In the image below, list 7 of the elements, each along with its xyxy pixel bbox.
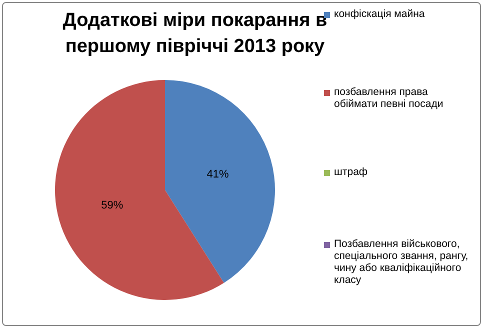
legend-label: конфіскація майна	[334, 8, 425, 20]
data-label: 59%	[101, 199, 124, 212]
text: Додаткові міри покарання в першому півріччі 2013 року	[62, 10, 328, 57]
legend-label: штраф	[334, 166, 368, 178]
legend-label: позбавлення права обіймати певні посади	[334, 86, 444, 110]
data-label: 41%	[206, 168, 230, 181]
legend-label: Позбавлення військового, спеціального звання, рангу, чину або кваліфікаційного класу	[334, 238, 470, 286]
